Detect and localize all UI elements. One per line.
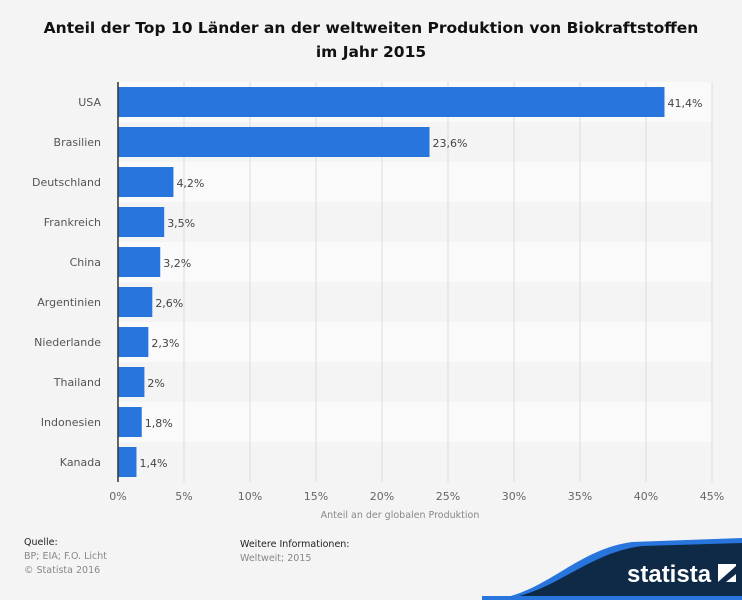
x-tick-label: 40%	[634, 490, 658, 503]
category-label: Kanada	[60, 456, 101, 469]
row-band	[118, 362, 712, 402]
category-label: Brasilien	[54, 136, 101, 149]
chart-title-line-1: Anteil der Top 10 Länder an der weltweit…	[43, 19, 699, 37]
svg-text:statista: statista	[627, 561, 712, 588]
x-tick-label: 45%	[700, 490, 724, 503]
value-label: 1,4%	[139, 457, 167, 470]
x-tick-label: 25%	[436, 490, 460, 503]
value-label: 3,2%	[163, 257, 191, 270]
info-text: Weltweit; 2015	[240, 553, 312, 564]
value-label: 41,4%	[667, 97, 702, 110]
category-label: Thailand	[53, 376, 101, 389]
bar	[118, 447, 137, 477]
value-label: 2,6%	[155, 297, 183, 310]
row-band	[118, 442, 712, 482]
category-label: Argentinien	[37, 296, 101, 309]
x-tick-label: 20%	[370, 490, 394, 503]
x-tick-label: 15%	[304, 490, 328, 503]
info-heading: Weitere Informationen:	[240, 539, 350, 550]
source-text: BP; EIA; F.O. Licht	[24, 551, 107, 562]
bar	[118, 407, 142, 437]
row-band	[118, 282, 712, 322]
value-label: 4,2%	[176, 177, 204, 190]
value-label: 23,6%	[433, 137, 468, 150]
row-band	[118, 242, 712, 282]
info-block: Weitere Informationen: Weltweit; 2015	[240, 538, 350, 566]
statista-logo: statista	[482, 538, 742, 600]
bar	[118, 327, 149, 357]
category-label: Frankreich	[44, 216, 101, 229]
bar	[118, 247, 161, 277]
x-tick-label: 0%	[109, 490, 126, 503]
category-label: Deutschland	[32, 176, 101, 189]
category-label: Indonesien	[41, 416, 101, 429]
x-tick-label: 5%	[175, 490, 192, 503]
source-block: Quelle: BP; EIA; F.O. Licht © Statista 2…	[24, 536, 107, 578]
copyright-text: © Statista 2016	[24, 565, 101, 576]
x-tick-label: 30%	[502, 490, 526, 503]
value-label: 2%	[147, 377, 164, 390]
bar	[118, 367, 145, 397]
x-tick-label: 35%	[568, 490, 592, 503]
row-band	[118, 402, 712, 442]
category-label: China	[70, 256, 101, 269]
bar-chart: 0% 5% 10% 15% 20% 25% 30% 35% 40% 45% USA 41,4% Bras…	[32, 82, 724, 521]
bar	[118, 287, 153, 317]
bar	[118, 207, 165, 237]
chart-title: Anteil der Top 10 Länder an der weltweit…	[0, 16, 742, 64]
value-label: 3,5%	[167, 217, 195, 230]
chart-title-line-2: im Jahr 2015	[315, 43, 427, 61]
bar	[118, 167, 174, 197]
value-label: 2,3%	[151, 337, 179, 350]
row-band	[118, 162, 712, 202]
x-axis-title: Anteil an der globalen Produktion	[321, 510, 480, 521]
value-label: 1,8%	[145, 417, 173, 430]
x-tick-label: 10%	[238, 490, 262, 503]
row-band	[118, 322, 712, 362]
row-band	[118, 202, 712, 242]
bar	[118, 87, 665, 117]
bar	[118, 127, 430, 157]
category-label: Niederlande	[34, 336, 101, 349]
category-label: USA	[78, 96, 101, 109]
source-heading: Quelle:	[24, 537, 58, 548]
